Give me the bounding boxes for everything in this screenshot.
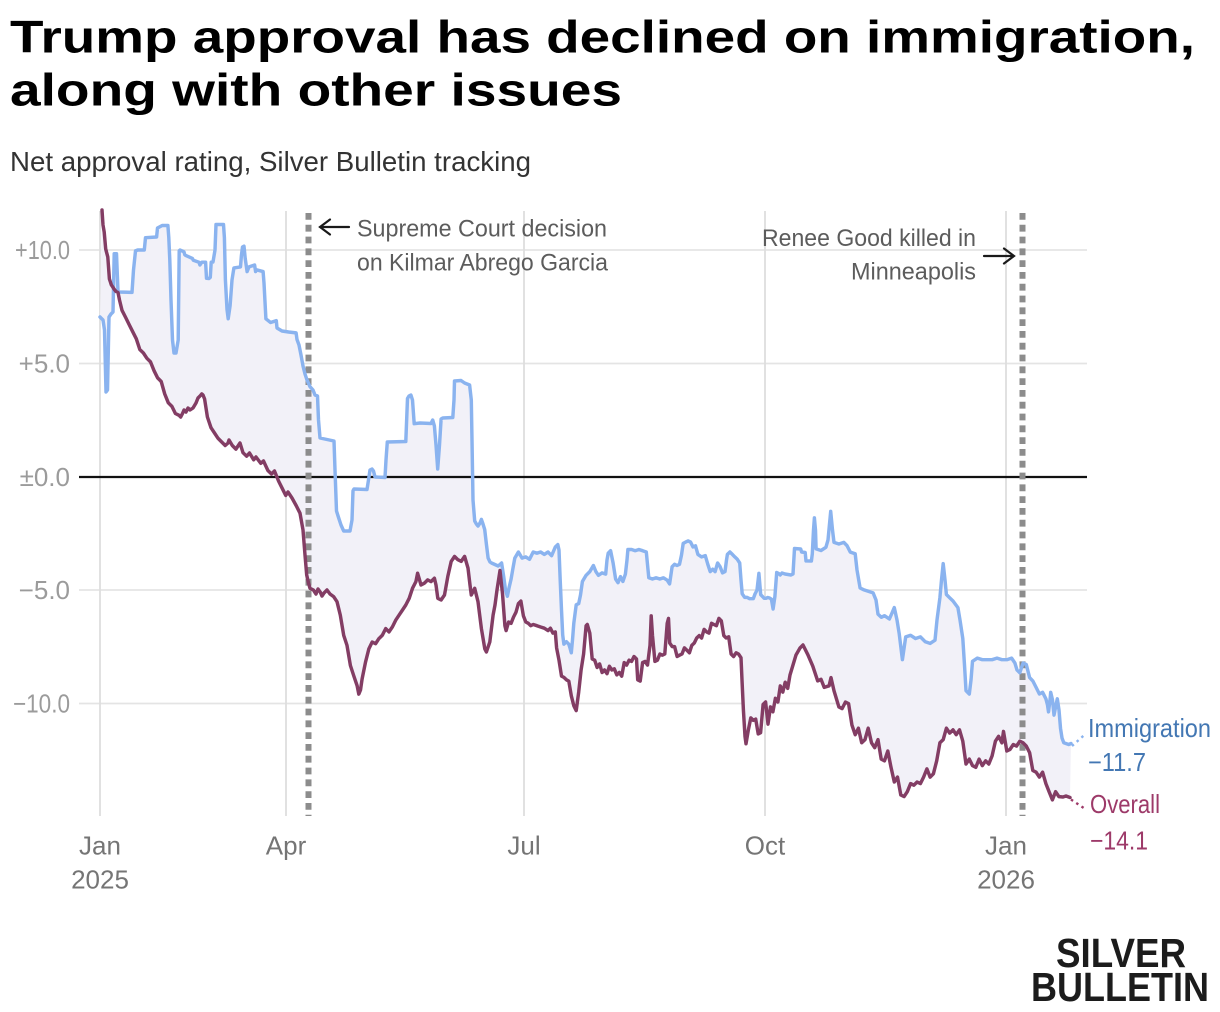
svg-text:Overall: Overall <box>1090 789 1160 819</box>
svg-text:along with other issues: along with other issues <box>10 65 622 116</box>
svg-text:−5.0: −5.0 <box>19 575 70 605</box>
svg-text:Trump approval has declined on: Trump approval has declined on immigrati… <box>10 12 1195 63</box>
svg-text:2025: 2025 <box>71 865 129 895</box>
svg-text:2026: 2026 <box>977 865 1035 895</box>
svg-text:−10.0: −10.0 <box>13 689 70 719</box>
svg-text:Net approval rating, Silver Bu: Net approval rating, Silver Bulletin tra… <box>10 146 531 177</box>
svg-text:Renee Good killed in: Renee Good killed in <box>762 225 976 252</box>
svg-text:+5.0: +5.0 <box>19 349 70 379</box>
svg-text:−14.1: −14.1 <box>1090 826 1148 856</box>
svg-text:SILVER: SILVER <box>1056 930 1186 976</box>
svg-text:Immigration: Immigration <box>1088 713 1211 743</box>
svg-text:on Kilmar Abrego Garcia: on Kilmar Abrego Garcia <box>357 250 609 277</box>
svg-text:Minneapolis: Minneapolis <box>851 259 976 286</box>
svg-text:Jan: Jan <box>79 831 121 861</box>
svg-text:BULLETIN: BULLETIN <box>1031 964 1209 1010</box>
svg-text:Apr: Apr <box>266 831 307 861</box>
svg-text:Oct: Oct <box>745 831 786 861</box>
svg-text:−11.7: −11.7 <box>1088 747 1146 777</box>
svg-text:±0.0: ±0.0 <box>20 462 70 492</box>
svg-text:+10.0: +10.0 <box>15 235 70 265</box>
svg-text:Jan: Jan <box>985 831 1027 861</box>
svg-text:Supreme Court decision: Supreme Court decision <box>357 216 607 243</box>
svg-text:Jul: Jul <box>507 831 540 861</box>
